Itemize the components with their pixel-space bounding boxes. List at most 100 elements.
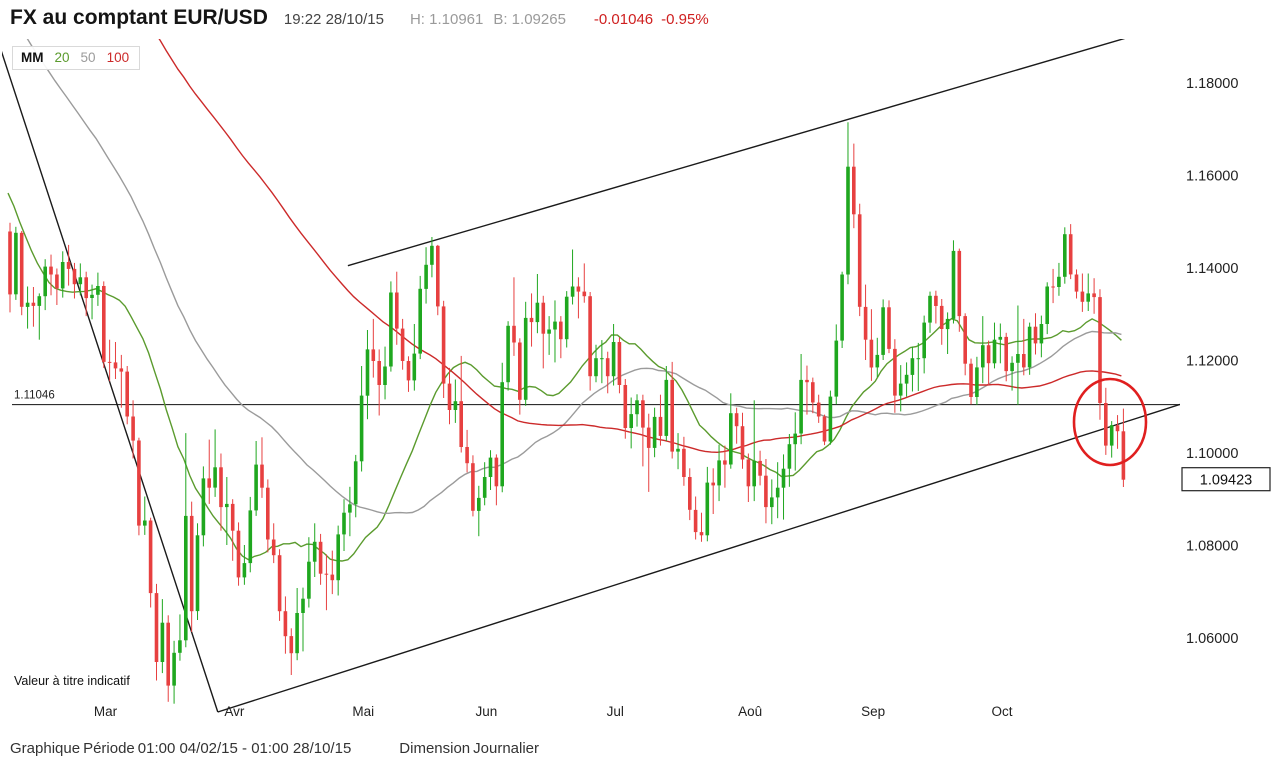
candle-body	[55, 274, 59, 289]
candle-body	[494, 457, 499, 487]
last-price-label: 1.09423	[1200, 473, 1252, 489]
candle	[359, 366, 364, 472]
candle	[342, 499, 346, 551]
candle	[775, 462, 780, 519]
candle	[1045, 282, 1049, 335]
candle	[1068, 224, 1073, 280]
candle	[641, 394, 645, 467]
candle-body	[676, 448, 680, 452]
candle	[881, 299, 885, 360]
x-axis-label: Oct	[992, 704, 1013, 719]
y-axis-label: 1.12000	[1186, 354, 1238, 370]
candle-body	[166, 622, 170, 686]
candle-body	[1068, 234, 1073, 275]
candle	[1010, 356, 1014, 391]
candle-body	[424, 264, 428, 289]
candle-body	[535, 302, 540, 323]
candle-body	[559, 321, 563, 340]
change-percent: -0.95%	[661, 11, 709, 28]
candle	[107, 339, 112, 382]
candle	[60, 251, 65, 298]
candle-body	[342, 512, 346, 535]
highlight-circle	[1072, 377, 1148, 467]
candle-body	[225, 503, 229, 508]
candle	[857, 203, 862, 317]
candle	[646, 413, 651, 492]
candle	[113, 342, 118, 379]
candle	[412, 324, 417, 391]
candle-body	[254, 464, 258, 511]
candle	[975, 356, 979, 405]
candle	[318, 533, 323, 585]
candle	[799, 354, 803, 445]
candle	[869, 309, 874, 381]
candle	[277, 549, 282, 621]
candle-body	[846, 166, 850, 275]
last-price-box	[1181, 467, 1271, 492]
candle-body	[717, 460, 721, 486]
day-high-low: H: 1.10961 B: 1.09265	[410, 11, 576, 28]
candle-body	[992, 339, 997, 364]
candle	[934, 290, 938, 324]
candle-body	[25, 302, 30, 307]
candle	[160, 599, 165, 674]
candle	[37, 293, 42, 340]
candle	[781, 454, 786, 520]
candle	[184, 433, 188, 648]
candle-body	[1022, 354, 1026, 368]
candle-body	[436, 245, 440, 307]
candle	[248, 496, 253, 573]
candle-body	[564, 296, 569, 340]
candle	[1086, 273, 1090, 311]
candle	[189, 501, 194, 632]
candle-body	[131, 416, 135, 441]
candle	[969, 358, 973, 405]
candle	[986, 340, 991, 385]
candle-body	[729, 413, 733, 465]
candle	[301, 587, 305, 652]
candle	[1080, 273, 1085, 312]
candle	[213, 429, 217, 497]
candle-body	[553, 321, 557, 330]
candle	[623, 379, 628, 439]
candle-body	[1092, 293, 1096, 298]
candle-body	[266, 487, 270, 540]
candle-body	[570, 286, 575, 297]
candle-body	[981, 345, 985, 368]
candle	[658, 394, 663, 446]
candle-body	[336, 534, 340, 581]
candle-body	[19, 232, 24, 307]
candle-body	[301, 598, 305, 613]
ma-50-line	[26, 39, 1122, 515]
candle-body	[986, 345, 991, 364]
candle-body	[523, 317, 528, 400]
candle	[1057, 262, 1061, 296]
candle-body	[119, 368, 124, 372]
candle	[1074, 269, 1079, 299]
candle-body	[1080, 291, 1085, 302]
day-low: B: 1.09265	[493, 11, 566, 28]
candle	[166, 615, 170, 702]
candle-body	[605, 358, 610, 377]
candle	[125, 366, 129, 425]
candle	[770, 479, 774, 525]
candle	[195, 523, 200, 620]
candle-body	[541, 302, 546, 334]
candle-body	[137, 440, 141, 526]
candle-body	[934, 295, 938, 306]
candle-body	[1121, 431, 1126, 480]
candle	[459, 355, 463, 453]
candle	[324, 554, 329, 611]
candle	[916, 342, 921, 391]
candle	[828, 390, 833, 445]
candle	[787, 434, 792, 487]
candle-body	[377, 361, 381, 385]
candle	[811, 377, 815, 414]
page-title: FX au comptant EUR/USD	[10, 6, 268, 29]
candle-body	[283, 611, 288, 637]
candle-body	[365, 349, 370, 396]
candle-body	[14, 232, 18, 295]
candle-body	[1074, 274, 1079, 292]
candle	[383, 346, 387, 400]
